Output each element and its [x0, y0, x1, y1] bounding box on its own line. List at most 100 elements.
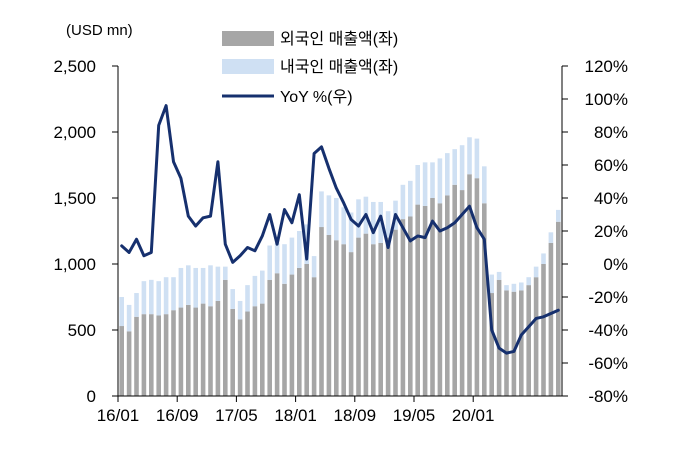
bar-foreign-16-04 [141, 314, 147, 396]
left-tick-label: 2,000 [53, 123, 96, 142]
bar-domestic-18-07 [341, 207, 346, 245]
bar-foreign-19-03 [400, 219, 406, 396]
bar-domestic-18-08 [348, 212, 354, 253]
bar-domestic-17-02 [215, 266, 221, 301]
bar-domestic-17-01 [208, 265, 213, 307]
bar-domestic-17-08 [260, 270, 265, 304]
bar-domestic-20-01 [474, 138, 480, 179]
bar-foreign-18-03 [311, 277, 317, 396]
bar-foreign-18-04 [319, 227, 324, 396]
ticks-layer: 0 500 1,000 1,500 2,000 2,500 -80% -60% -40% -20%… [53, 57, 628, 425]
bar-domestic-17-07 [252, 275, 258, 307]
bar-domestic-19-06 [422, 162, 428, 206]
bar-domestic-17-10 [274, 242, 280, 274]
x-tick-label: 16/01 [97, 406, 140, 425]
bar-foreign-18-07 [341, 244, 346, 396]
bar-foreign-20-10 [541, 264, 546, 396]
bar-domestic-17-03 [223, 266, 228, 280]
right-tick-label: -20% [588, 288, 628, 307]
axes-layer [117, 66, 563, 397]
bar-domestic-20-02 [482, 166, 487, 204]
x-tick-label: 18/01 [274, 406, 317, 425]
bar-domestic-16-09 [178, 267, 184, 308]
bar-foreign-17-09 [267, 279, 272, 396]
bar-foreign-16-12 [200, 303, 206, 396]
bar-domestic-17-06 [245, 285, 250, 312]
bar-foreign-18-10 [363, 233, 369, 396]
bar-foreign-17-06 [245, 311, 250, 396]
left-tick-label: 2,500 [53, 57, 96, 76]
bar-domestic-19-09 [445, 153, 450, 196]
bar-domestic-20-11 [548, 232, 554, 243]
bar-domestic-18-11 [371, 201, 376, 245]
bar-foreign-17-12 [289, 274, 295, 396]
bar-foreign-18-05 [326, 234, 332, 396]
bar-foreign-20-03 [489, 293, 494, 396]
bar-foreign-18-02 [304, 264, 309, 396]
bar-foreign-19-01 [385, 237, 391, 396]
bar-domestic-20-06 [511, 283, 517, 292]
legend-label-yoy: YoY %(우) [280, 89, 353, 106]
bar-domestic-19-08 [437, 158, 443, 204]
left-tick-label: 1,500 [53, 189, 96, 208]
right-tick-label: 100% [585, 90, 628, 109]
bar-domestic-20-04 [496, 271, 502, 280]
legend: 외국인 매출액(좌) 내국인 매출액(좌) YoY %(우) [222, 30, 398, 106]
bar-foreign-19-12 [467, 174, 472, 396]
right-tick-label: 20% [594, 222, 628, 241]
bar-domestic-18-05 [326, 195, 332, 235]
bar-foreign-19-04 [408, 216, 413, 396]
bar-foreign-16-10 [186, 304, 191, 396]
bar-domestic-20-03 [489, 274, 494, 294]
bar-foreign-17-08 [260, 303, 265, 396]
unit-label: (USD mn) [66, 22, 133, 39]
bar-foreign-18-01 [297, 267, 302, 396]
bar-foreign-17-04 [230, 308, 235, 396]
bar-foreign-16-11 [193, 307, 198, 396]
bar-domestic-19-01 [385, 211, 391, 238]
bar-domestic-18-09 [356, 199, 361, 238]
bar-foreign-19-11 [459, 190, 465, 396]
right-tick-label: -40% [588, 321, 628, 340]
bar-foreign-17-02 [215, 300, 221, 396]
bar-domestic-19-10 [452, 149, 457, 185]
right-tick-label: -80% [588, 387, 628, 406]
x-tick-label: 19/05 [393, 406, 436, 425]
bar-foreign-18-09 [356, 237, 361, 396]
bar-foreign-18-08 [348, 252, 354, 396]
bar-foreign-19-02 [393, 229, 398, 396]
bar-foreign-17-07 [252, 306, 258, 396]
bar-domestic-18-04 [319, 191, 324, 228]
bar-foreign-19-07 [430, 198, 435, 396]
bar-domestic-17-11 [282, 244, 287, 284]
bar-foreign-19-08 [437, 203, 443, 396]
left-tick-label: 0 [87, 387, 96, 406]
bar-domestic-16-06 [156, 281, 161, 316]
bar-foreign-17-11 [282, 283, 287, 396]
right-tick-label: -60% [588, 354, 628, 373]
bar-domestic-17-04 [230, 289, 235, 309]
bar-foreign-17-10 [274, 273, 280, 396]
bar-domestic-20-05 [504, 285, 509, 291]
bar-domestic-20-12 [556, 209, 561, 222]
x-tick-label: 20/01 [452, 406, 495, 425]
bar-domestic-16-03 [134, 293, 139, 317]
right-tick-label: 0% [603, 255, 628, 274]
bar-foreign-20-07 [519, 290, 524, 396]
bar-foreign-20-04 [496, 279, 502, 396]
bar-foreign-19-10 [452, 184, 457, 396]
bar-foreign-16-03 [134, 316, 139, 396]
bar-domestic-19-03 [400, 184, 406, 220]
bar-domestic-19-07 [430, 162, 435, 198]
bar-domestic-20-09 [533, 266, 539, 278]
bar-foreign-20-09 [533, 277, 539, 396]
right-tick-label: 80% [594, 123, 628, 142]
bar-domestic-19-12 [467, 137, 472, 175]
bar-foreign-16-05 [149, 314, 154, 396]
yoy-line [120, 104, 560, 355]
left-tick-label: 500 [68, 321, 96, 340]
bar-foreign-18-12 [378, 242, 383, 396]
bar-domestic-17-09 [267, 245, 272, 280]
legend-swatch-domestic [222, 59, 274, 74]
